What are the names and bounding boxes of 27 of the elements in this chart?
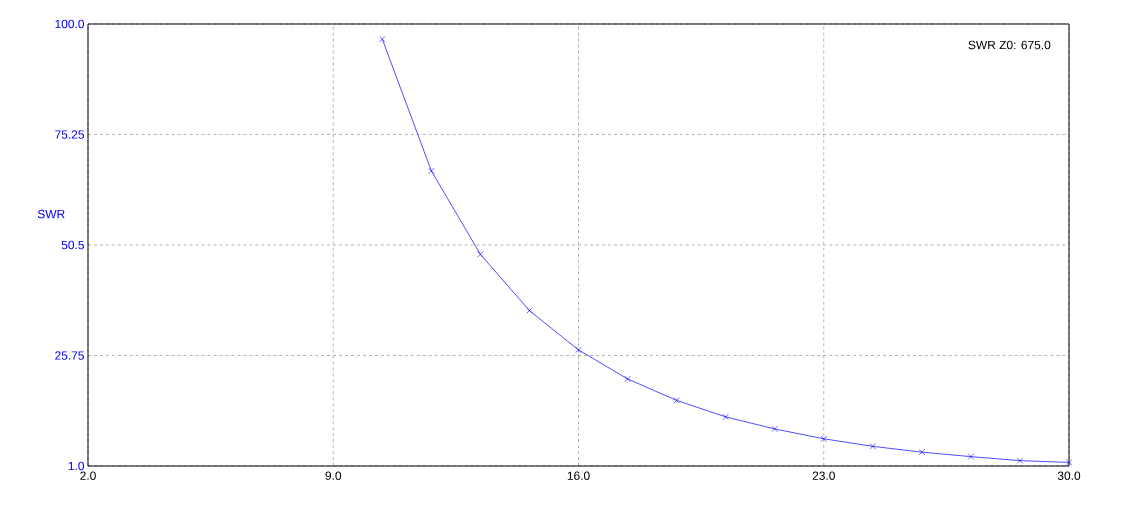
- point: [771, 425, 778, 433]
- point: [575, 346, 582, 354]
- point: [379, 36, 386, 43]
- point: [526, 307, 533, 314]
- y-tick-label: 50.5: [61, 240, 84, 250]
- y-tick-label: 1.0: [68, 461, 85, 471]
- point: [918, 449, 925, 456]
- point: [1065, 459, 1073, 466]
- point: [673, 397, 680, 404]
- point: [722, 413, 729, 421]
- y-tick-label: 100.0: [55, 19, 85, 29]
- x-tick-label: 16.0: [567, 471, 590, 480]
- x-tick-label: 30.0: [1057, 471, 1081, 480]
- annotation: SWR Z0: 675.0: [968, 40, 1051, 50]
- point: [428, 167, 435, 174]
- y-tick-label: 75.25: [55, 130, 84, 139]
- x-tick-label: 23.0: [812, 471, 835, 480]
- x-tick-label: 2.0: [80, 471, 96, 480]
- point: [624, 375, 631, 383]
- point: [477, 251, 484, 258]
- x-tick-label: 9.0: [325, 471, 342, 480]
- point: [869, 443, 876, 450]
- y-axis-title: SWR: [37, 209, 65, 219]
- point: [1016, 457, 1024, 464]
- point: [967, 453, 975, 460]
- y-tick-label: 25.75: [55, 351, 84, 360]
- point: [820, 435, 827, 442]
